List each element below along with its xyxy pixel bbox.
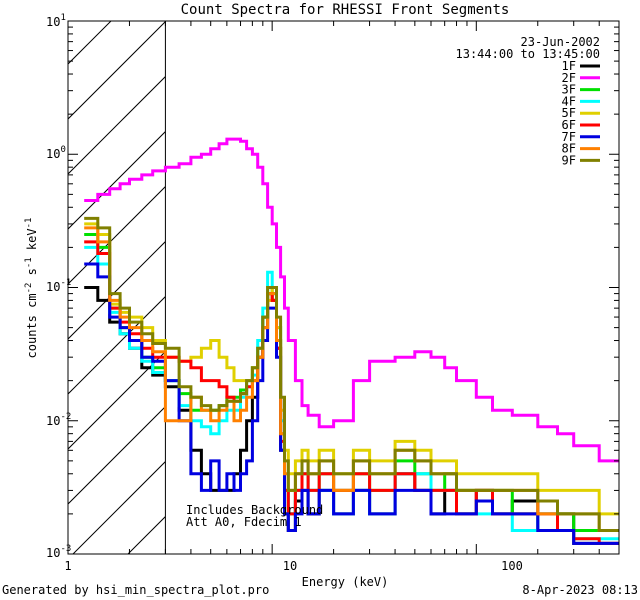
series-layer <box>84 137 619 545</box>
time-range-label: 13:44:00 to 13:45:00 <box>456 47 601 61</box>
hatch-line <box>68 240 166 340</box>
legend-label-5F: 5F <box>562 106 576 120</box>
axis-ticks <box>67 21 620 555</box>
series-line-2F <box>84 137 619 463</box>
x-tick-label-10: 10 <box>283 559 297 573</box>
hatch-lines <box>0 14 640 554</box>
hatch-line <box>68 21 166 120</box>
annotation-background: Includes Background <box>186 503 323 517</box>
hatch-line <box>623 14 640 554</box>
y-tick-label-1e1: 101 <box>46 13 66 29</box>
footer-generated-by: Generated by hsi_min_spectra_plot.pro <box>2 583 269 597</box>
legend-label-3F: 3F <box>562 83 576 97</box>
hatch-line <box>68 405 166 505</box>
chart-title: Count Spectra for RHESSI Front Segments <box>181 2 510 18</box>
hatch-line <box>568 14 640 554</box>
legend-label-2F: 2F <box>562 71 576 85</box>
hatch-line <box>72 460 166 554</box>
date-label: 23-Jun-2002 <box>521 35 600 49</box>
legend-label-8F: 8F <box>562 142 576 156</box>
hatch-line <box>0 14 8 554</box>
series-line-9F <box>84 216 619 532</box>
y-tick-label-1e0: 100 <box>46 145 66 161</box>
y-tick-label-1e-3: 10-3 <box>46 544 71 560</box>
x-axis-label: Energy (keV) <box>302 575 389 589</box>
hatched-region <box>0 14 640 554</box>
footer-timestamp: 8-Apr-2023 08:13 <box>522 583 638 597</box>
y-tick-label-1e-1: 10-1 <box>46 278 71 294</box>
y-axis-label: counts cm-2 s-1 keV-1 <box>24 218 39 359</box>
legend-label-1F: 1F <box>562 59 576 73</box>
legend-label-9F: 9F <box>562 153 576 167</box>
x-tick-label-100: 100 <box>501 559 523 573</box>
hatch-line <box>68 75 166 175</box>
legend-label-4F: 4F <box>562 94 576 108</box>
legend-label-6F: 6F <box>562 118 576 132</box>
annotation-attenuator: Att A0, Fdecim 1 <box>186 515 302 529</box>
x-tick-label-1: 1 <box>64 559 71 573</box>
legend-label-7F: 7F <box>562 130 576 144</box>
y-tick-label-1e-2: 10-2 <box>46 412 71 428</box>
